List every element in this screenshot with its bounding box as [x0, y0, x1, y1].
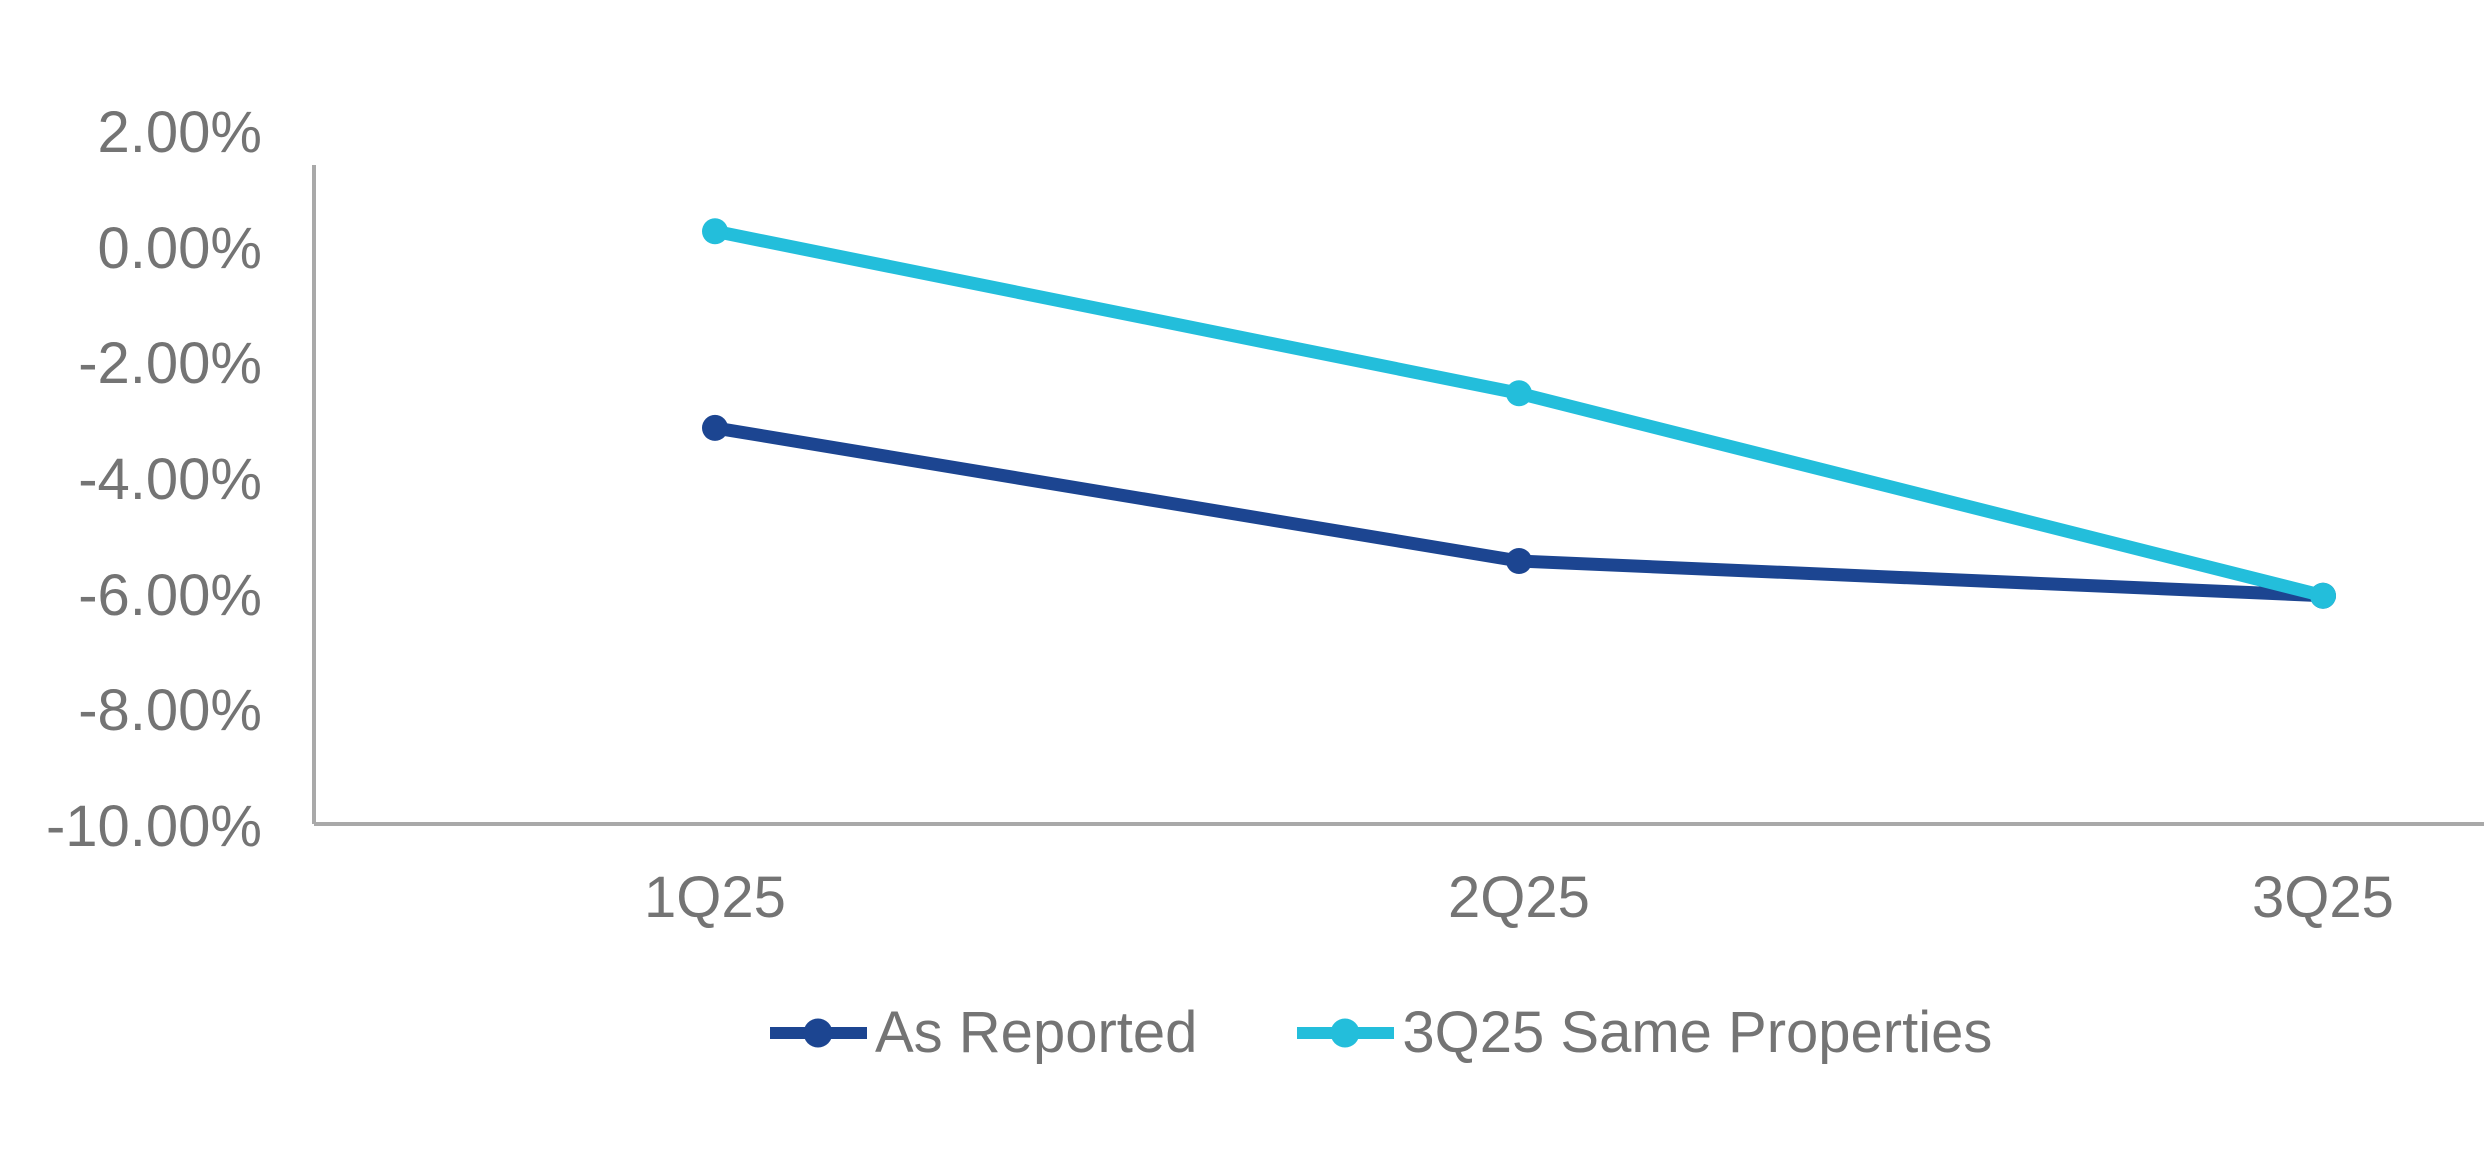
- series-line-3q25-same-properties: [713, 224, 2325, 603]
- legend-dot: [803, 1018, 833, 1048]
- series-as-reported: [702, 414, 2336, 609]
- y-axis-tick-label: -2.00%: [78, 331, 262, 397]
- legend-label: 3Q25 Same Properties: [1402, 1000, 1993, 1065]
- legend-item-3q25-same-properties: 3Q25 Same Properties: [1297, 1003, 1992, 1063]
- x-axis-tick-label: 2Q25: [1448, 865, 1590, 930]
- data-point-as-reported-2q25: [1506, 548, 1532, 574]
- data-point-3q25-same-properties-1q25: [702, 218, 728, 245]
- y-axis-tick-label: 2.00%: [97, 100, 262, 165]
- y-axis-tick-label: -6.00%: [78, 562, 262, 628]
- data-point-as-reported-1q25: [702, 414, 728, 441]
- y-axis-tick-label: -4.00%: [78, 447, 262, 512]
- data-point-3q25-same-properties-3q25: [2310, 582, 2336, 609]
- y-axis-tick-label: -8.00%: [78, 678, 262, 744]
- series-3q25-same-properties: [702, 218, 2336, 609]
- legend-dot: [1330, 1018, 1360, 1048]
- legend-item-as-reported: As Reported: [770, 1003, 1197, 1063]
- y-axis-tick-label: -10.00%: [45, 794, 262, 859]
- y-axis-tick-label: 0.00%: [97, 215, 262, 281]
- x-axis-tick-label: 3Q25: [2252, 865, 2394, 930]
- legend: As Reported 3Q25 Same Properties: [770, 1003, 1992, 1063]
- x-axis-tick-label: 1Q25: [644, 865, 786, 930]
- legend-marker-icon: [1297, 1018, 1395, 1048]
- data-point-3q25-same-properties-2q25: [1506, 380, 1532, 407]
- legend-marker-icon: [770, 1018, 867, 1048]
- legend-label: As Reported: [875, 1000, 1198, 1065]
